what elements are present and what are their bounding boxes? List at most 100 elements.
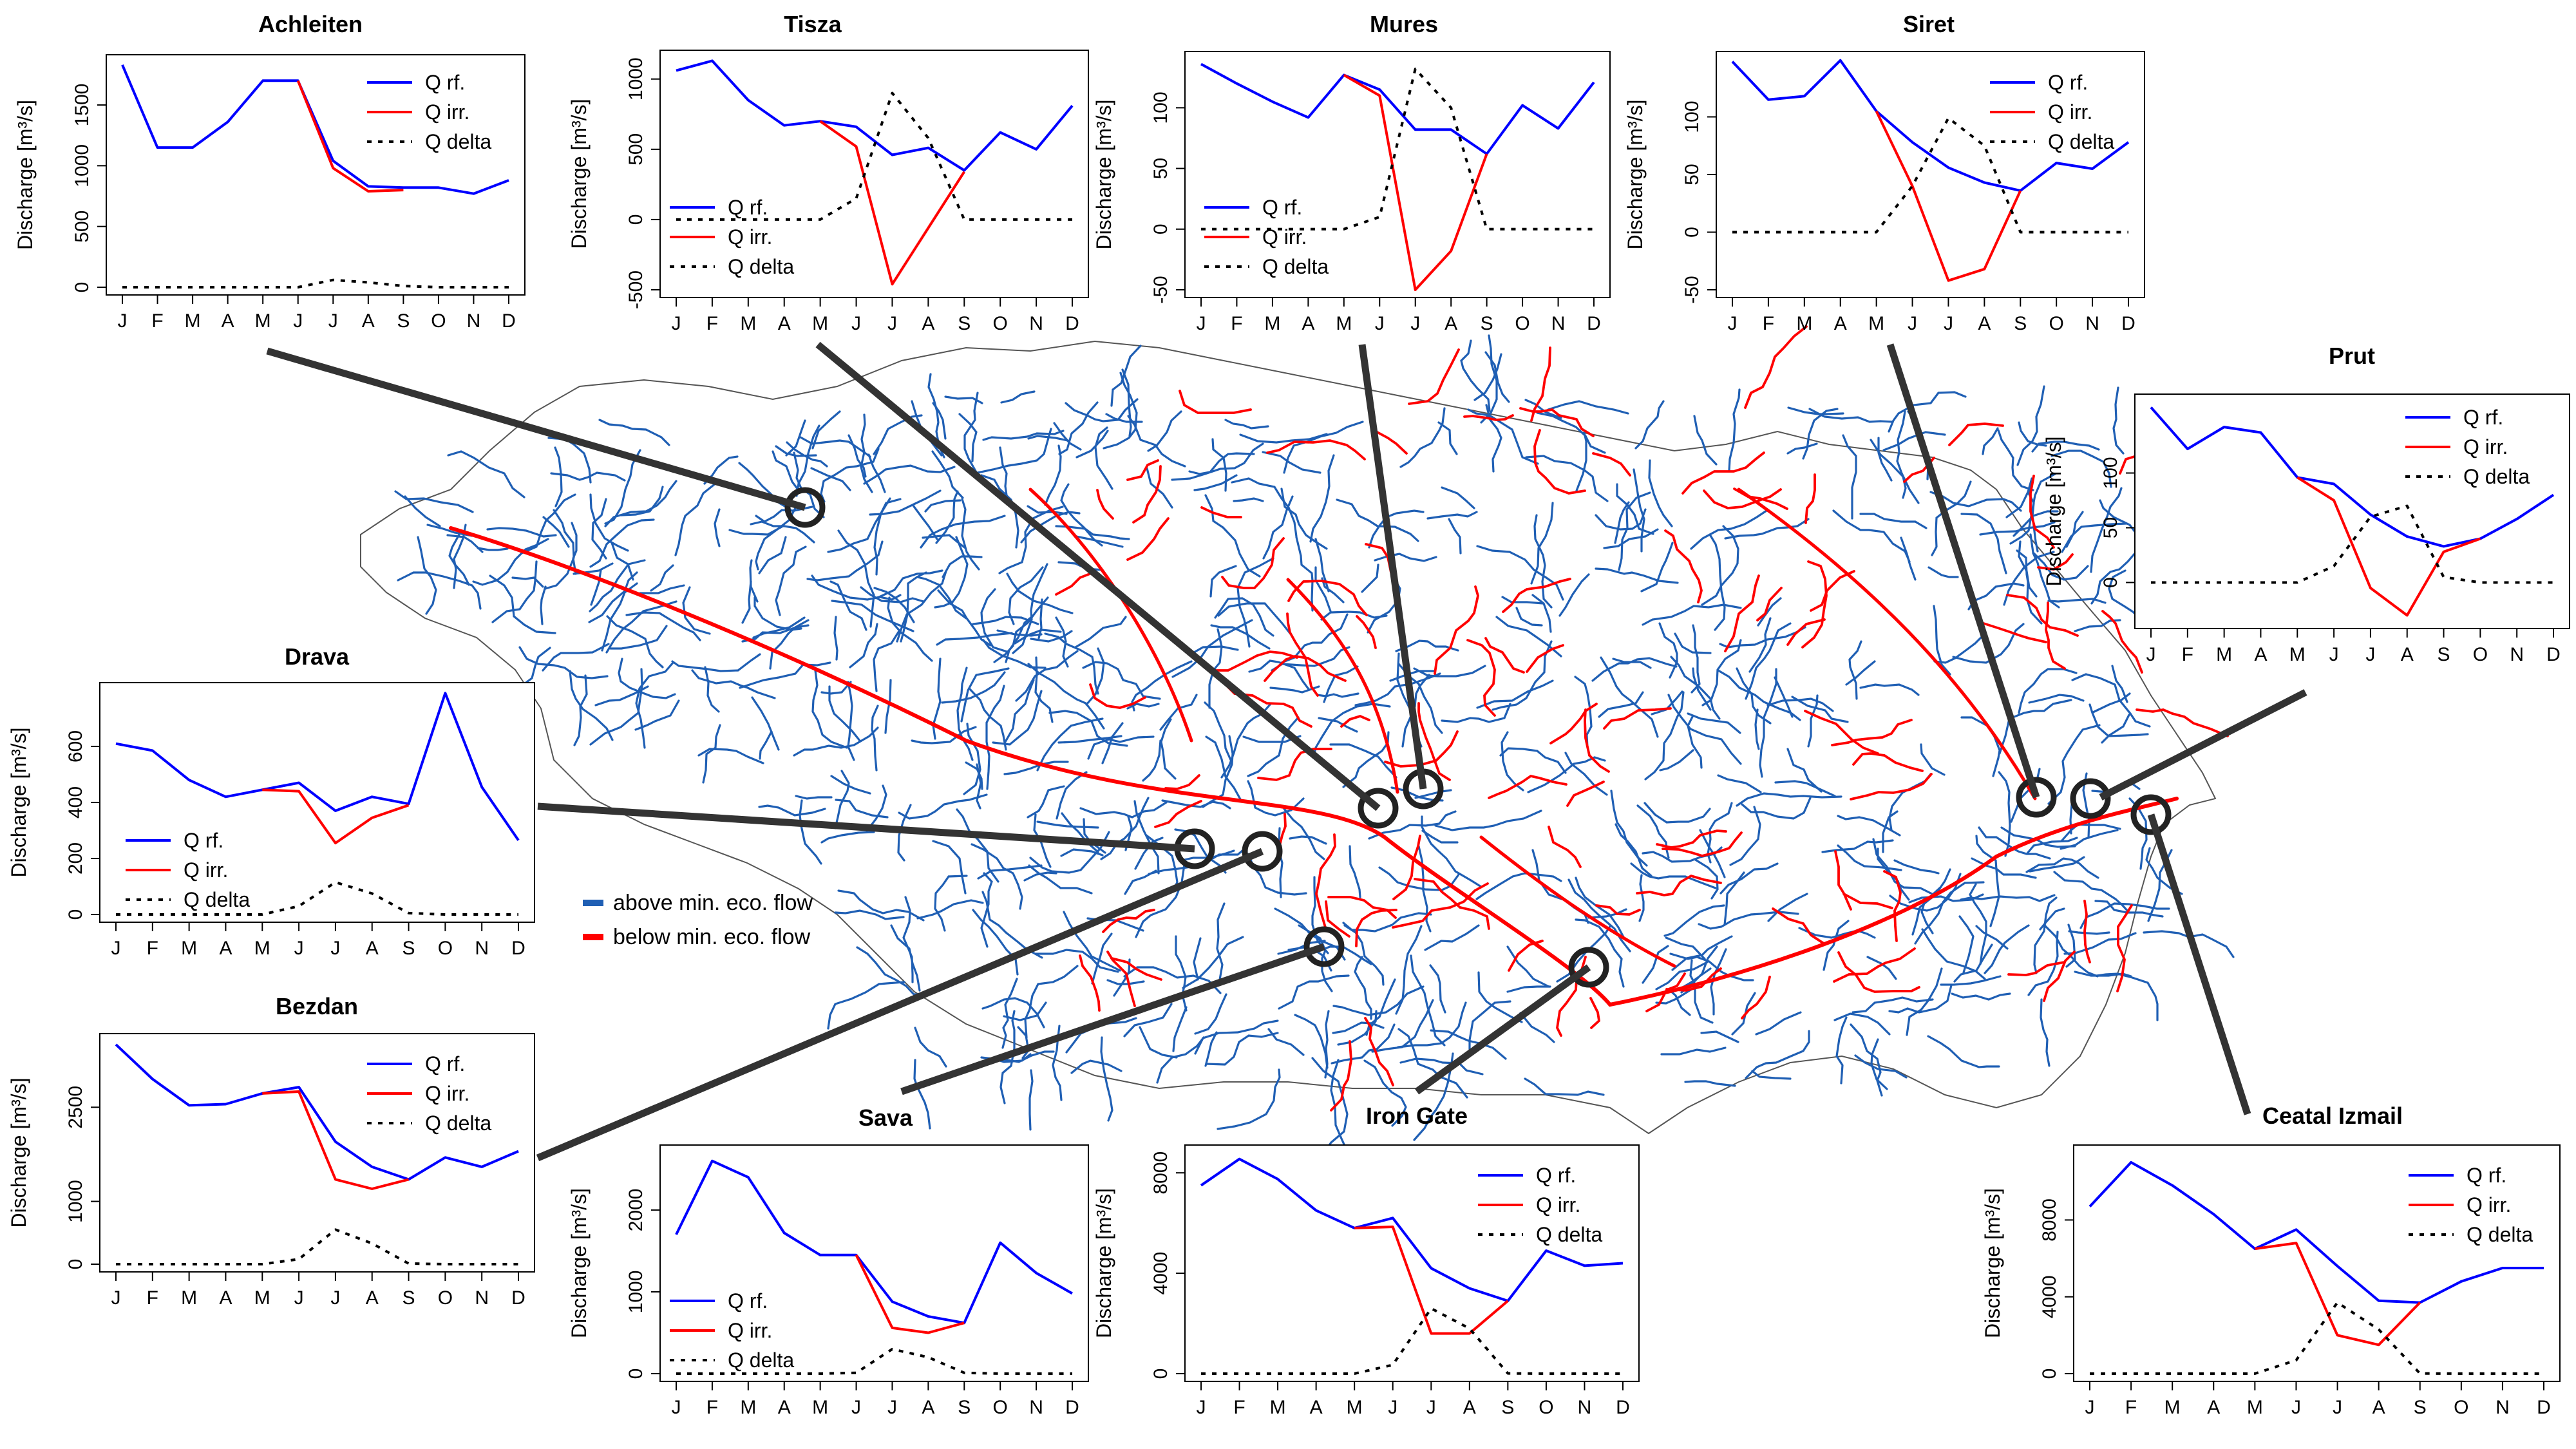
river-segment-blue bbox=[1217, 1068, 1281, 1130]
river-segment-blue bbox=[1877, 437, 1893, 482]
river-segment-blue bbox=[827, 498, 902, 553]
river-segment-red bbox=[1548, 826, 1582, 868]
river-segment-blue bbox=[1859, 513, 1927, 529]
river-segment-blue bbox=[996, 629, 1043, 637]
river-segment-blue bbox=[1012, 563, 1048, 654]
river-segment-blue bbox=[571, 522, 578, 575]
river-segment-red bbox=[1356, 615, 1377, 649]
x-tick-label: M bbox=[2216, 644, 2232, 665]
river-segment-blue bbox=[1467, 408, 1539, 465]
river-segment-red bbox=[1502, 578, 1571, 613]
river-segment-blue bbox=[873, 630, 900, 692]
river-segment-blue bbox=[1859, 683, 1920, 696]
chart-title: Sava bbox=[858, 1104, 913, 1131]
river-segment-blue bbox=[1205, 1032, 1279, 1066]
y-tick-label: 4000 bbox=[2039, 1275, 2060, 1318]
chart-title: Mures bbox=[1370, 11, 1438, 37]
river-segment-blue bbox=[999, 446, 1009, 506]
river-segment-blue bbox=[2101, 714, 2130, 744]
legend-label: Q rf. bbox=[2048, 71, 2088, 94]
chart-frame bbox=[106, 54, 526, 296]
x-tick-label: N bbox=[1029, 1397, 1043, 1418]
river-segment-blue bbox=[1630, 862, 1717, 889]
x-tick-label: N bbox=[1551, 313, 1566, 334]
river-segment-blue bbox=[2090, 487, 2123, 573]
river-segment-blue bbox=[1940, 975, 2002, 986]
x-tick-label: D bbox=[1616, 1397, 1630, 1418]
river-segment-blue bbox=[1321, 577, 1345, 603]
rivers-below-flow bbox=[449, 325, 2229, 1112]
river-segment-blue bbox=[1202, 735, 1234, 808]
river-segment-blue bbox=[1371, 999, 1434, 1053]
river-segment-blue bbox=[981, 997, 1045, 1028]
river-segment-blue bbox=[1642, 603, 1742, 626]
river-segment-blue bbox=[1536, 412, 1606, 454]
river-segment-blue bbox=[1311, 876, 1329, 954]
river-segment-blue bbox=[2071, 673, 2151, 728]
river-segment-blue bbox=[902, 896, 914, 983]
river-segment-blue bbox=[1103, 372, 1138, 450]
x-tick-label: J bbox=[887, 313, 897, 334]
x-tick-label: A bbox=[922, 313, 934, 334]
river-segment-blue bbox=[1798, 927, 1876, 939]
y-tick-label: 0 bbox=[65, 909, 86, 920]
x-tick-label: N bbox=[2085, 313, 2099, 334]
river-segment-red bbox=[1533, 429, 1586, 495]
river-segment-blue bbox=[1531, 594, 1552, 633]
y-tick-label: 600 bbox=[65, 730, 86, 762]
series-line-q-delta bbox=[1732, 117, 2128, 234]
river-segment-red bbox=[2029, 475, 2055, 549]
x-tick-label: F bbox=[147, 938, 158, 959]
river-segment-blue bbox=[741, 580, 752, 624]
chart-drava: Drava Discharge [m³/s] 0 200 400 600 J F M A M J J A S… bbox=[7, 643, 535, 959]
gauge-marker bbox=[2070, 778, 2111, 819]
river-segment-blue bbox=[2025, 857, 2099, 879]
river-segment-blue bbox=[1083, 818, 1106, 854]
river-segment-blue bbox=[1020, 511, 1081, 544]
x-tick-label: O bbox=[993, 1397, 1008, 1418]
chart-frame bbox=[1184, 1144, 1640, 1382]
river-segment-blue bbox=[1643, 802, 1711, 824]
river-segment-blue bbox=[1224, 419, 1269, 430]
y-tick-label: 4000 bbox=[1150, 1252, 1171, 1295]
river-segment-blue bbox=[1105, 413, 1143, 423]
x-tick-label: M bbox=[1796, 313, 1812, 334]
x-tick-label: D bbox=[2121, 313, 2136, 334]
river-segment-red bbox=[2136, 708, 2229, 737]
river-segment-red bbox=[1656, 829, 1727, 849]
legend-label: Q irr. bbox=[184, 858, 228, 882]
river-segment-blue bbox=[1998, 699, 2072, 755]
x-tick-label: S bbox=[2438, 644, 2450, 665]
river-segment-blue bbox=[1835, 1016, 1848, 1084]
river-segment-blue bbox=[1242, 735, 1302, 743]
river-segment-blue bbox=[1533, 514, 1553, 609]
river-segment-red bbox=[1132, 465, 1162, 524]
river-segment-blue bbox=[1182, 936, 1244, 989]
river-segment-red bbox=[1364, 1017, 1394, 1086]
river-segment-blue bbox=[1460, 339, 1491, 412]
river-segment-red bbox=[1837, 951, 1920, 993]
x-tick-label: J bbox=[328, 310, 338, 332]
river-segment-blue bbox=[1239, 433, 1328, 444]
river-segment-blue bbox=[1745, 622, 1792, 700]
river-segment-blue bbox=[1614, 501, 1630, 544]
x-tick-label: F bbox=[1763, 313, 1774, 334]
river-segment-blue bbox=[1882, 810, 1899, 853]
river-segment-blue bbox=[1598, 691, 1644, 718]
x-tick-label: S bbox=[402, 1287, 415, 1309]
river-segment-blue bbox=[1958, 915, 1975, 974]
river-segment-blue bbox=[1269, 685, 1320, 694]
river-segment-blue bbox=[810, 467, 851, 491]
river-segment-blue bbox=[1757, 597, 1782, 627]
river-segment-blue bbox=[1389, 670, 1435, 682]
river-segment-blue bbox=[1424, 924, 1480, 951]
series-line-q-rf bbox=[2088, 1160, 2544, 1304]
river-segment-blue bbox=[1028, 1069, 1034, 1131]
tributary-red bbox=[1286, 578, 1399, 794]
river-segment-red bbox=[1804, 473, 1816, 524]
river-segment-blue bbox=[573, 674, 588, 746]
river-segment-blue bbox=[1882, 431, 1946, 451]
river-segment-red bbox=[1463, 414, 1514, 421]
river-segment-blue bbox=[635, 661, 674, 749]
